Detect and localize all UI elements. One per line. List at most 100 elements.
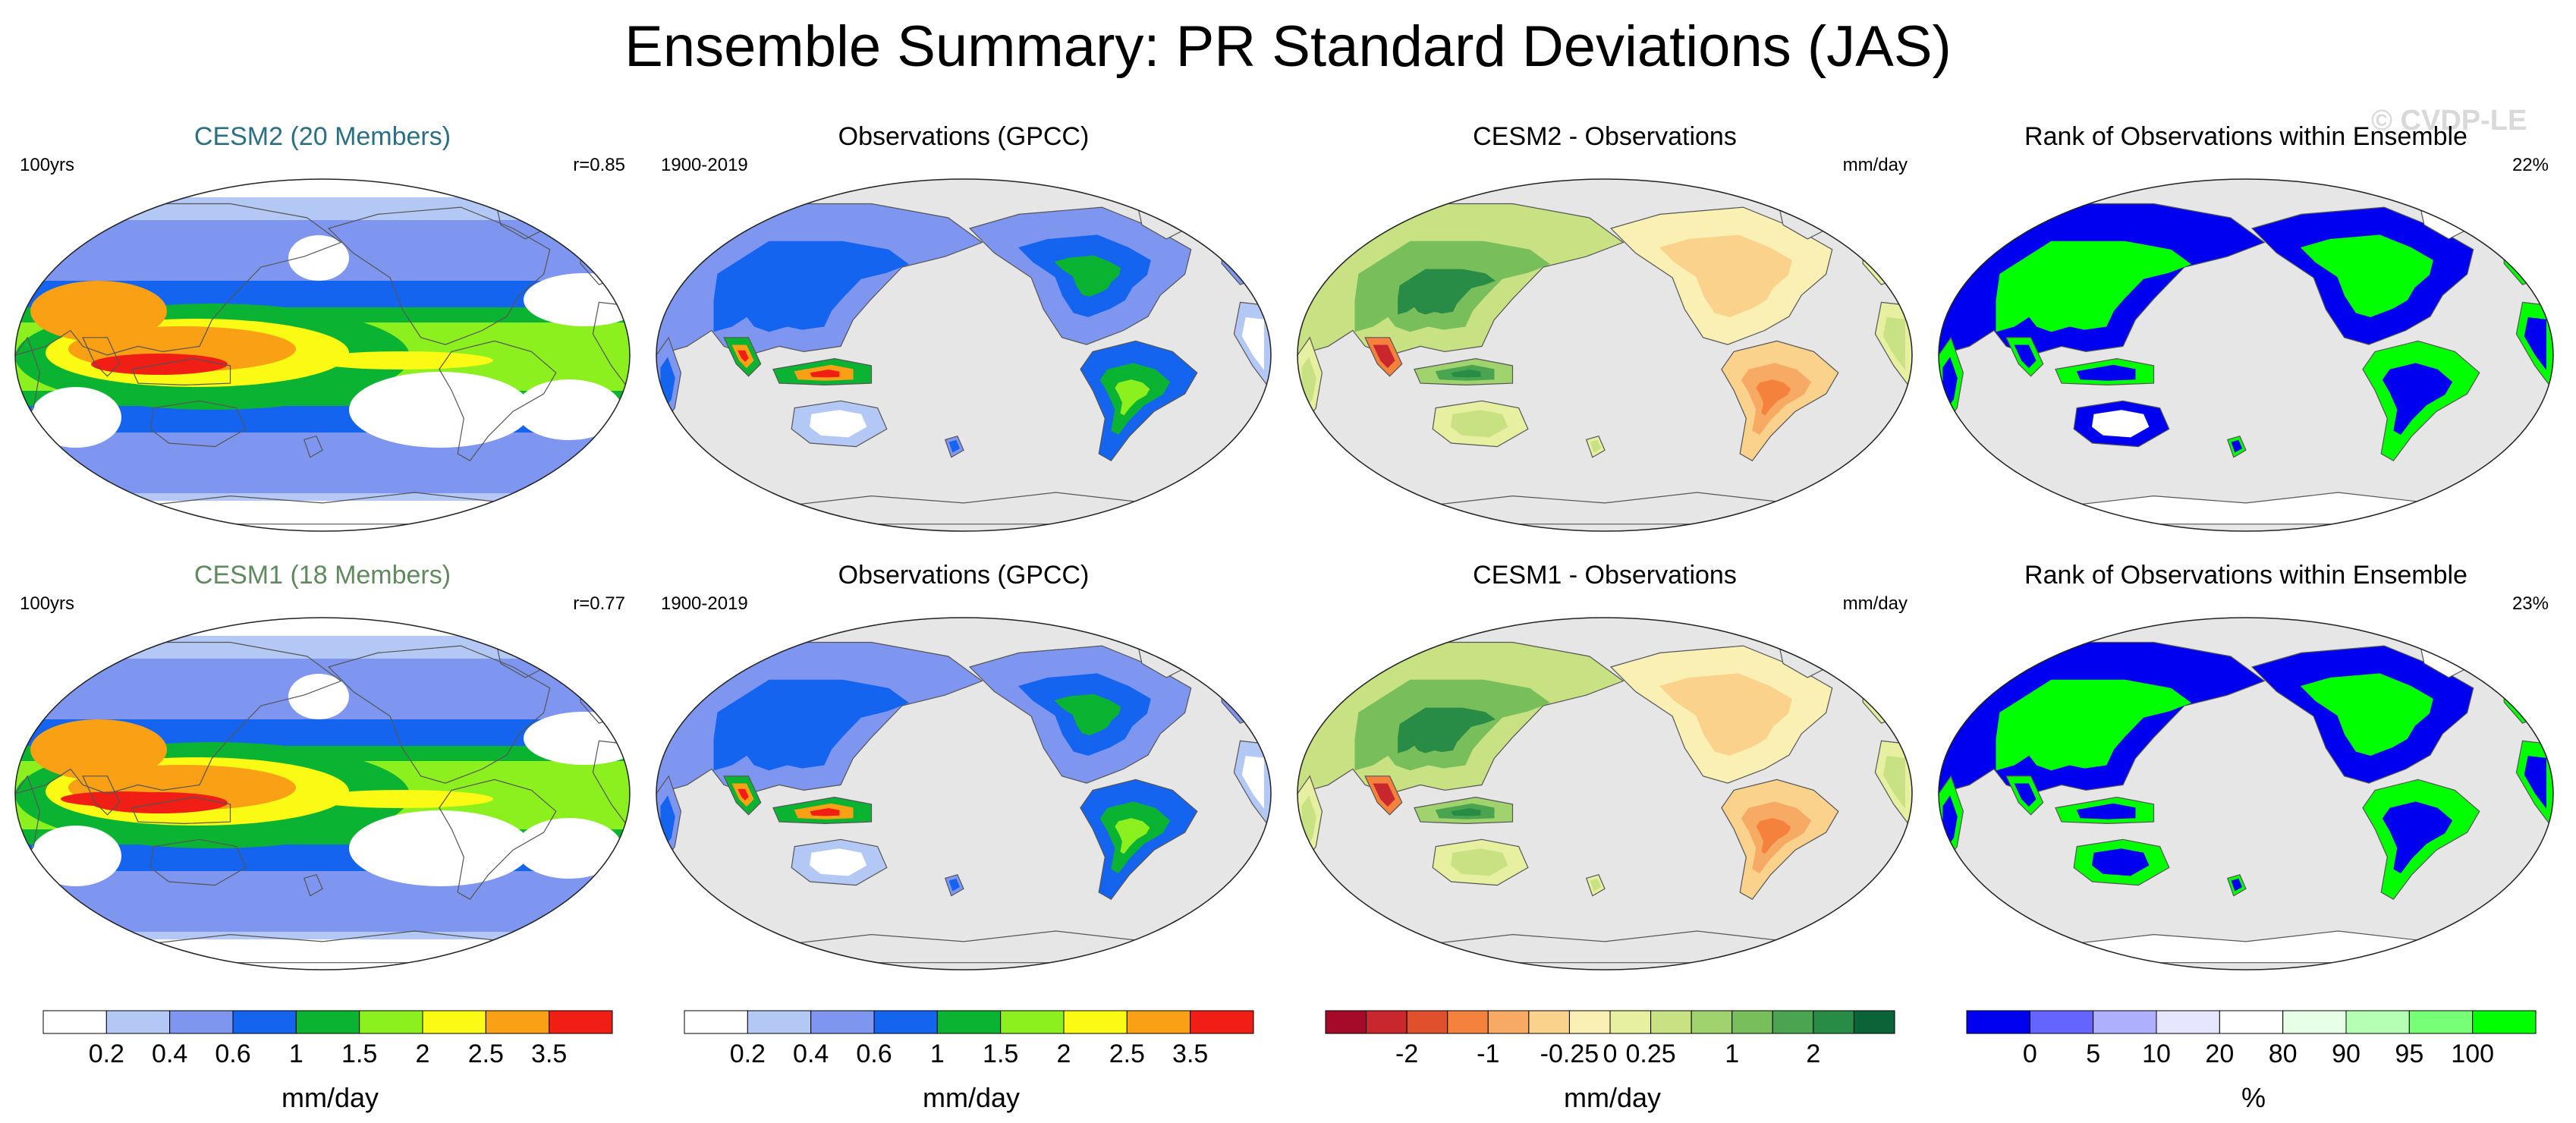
panel-subtitle-right: r=0.77 bbox=[573, 593, 625, 614]
colorbar-swatch bbox=[2219, 1010, 2284, 1034]
land-europe-inner bbox=[2513, 673, 2543, 712]
colorbar-swatch bbox=[2472, 1010, 2537, 1034]
colorbar-swatch bbox=[1000, 1010, 1065, 1034]
land-india-core bbox=[738, 350, 749, 362]
colorbar-swatch bbox=[1487, 1010, 1530, 1034]
land-europe-inner bbox=[1231, 234, 1261, 273]
land-asia-core bbox=[1398, 707, 1496, 753]
panel-subtitle-left: 100yrs bbox=[20, 155, 75, 175]
figure-title: Ensemble Summary: PR Standard Deviations… bbox=[624, 14, 1952, 79]
colorbar-tick-label: 90 bbox=[2332, 1040, 2361, 1068]
panel-title: CESM1 - Observations bbox=[1473, 561, 1737, 590]
colorbar-swatch bbox=[1853, 1010, 1895, 1034]
land-india-inner bbox=[2014, 783, 2037, 807]
dry-region bbox=[349, 372, 531, 448]
land-maritime-core bbox=[1451, 808, 1481, 816]
dry-region bbox=[516, 818, 622, 879]
panel-subtitle-right: 22% bbox=[2512, 155, 2549, 175]
globe-border bbox=[656, 178, 1272, 532]
dry-region bbox=[30, 826, 121, 886]
globe-border bbox=[1297, 178, 1913, 532]
land-india-inner bbox=[1373, 783, 1395, 807]
globe-border bbox=[14, 617, 631, 970]
colorbar-tick-label: 3.5 bbox=[1172, 1040, 1208, 1068]
coastline-namerica bbox=[327, 645, 551, 784]
precip-region bbox=[30, 281, 167, 341]
coastline-asia bbox=[15, 641, 342, 794]
colorbar-tick-label: 0.6 bbox=[215, 1040, 250, 1068]
land-afr2-inner bbox=[2524, 317, 2546, 370]
watermark: © CVDP-LE bbox=[2371, 105, 2527, 137]
colorbar-tick-label: 0.4 bbox=[152, 1040, 187, 1068]
globe-map bbox=[1297, 617, 1913, 970]
coastline-antarctica bbox=[137, 492, 508, 525]
colorbar-tick-label: 0 bbox=[1603, 1040, 1618, 1068]
colorbar-tick-label: 80 bbox=[2269, 1040, 2298, 1068]
land-australia-inner bbox=[2092, 848, 2150, 876]
panel-title: Observations (GPCC) bbox=[838, 122, 1090, 151]
land-maritime-core bbox=[810, 370, 840, 378]
panel-title: Rank of Observations within Ensemble bbox=[2024, 122, 2467, 151]
stddev-colorbar-1: 0.2 0.4 0.6 1 1.5 2 2.5 3.5 bbox=[42, 1010, 613, 1068]
colorbar-swatch bbox=[1325, 1010, 1367, 1034]
colorbar-unit: mm/day bbox=[281, 1082, 379, 1113]
land-namerica-inner bbox=[2300, 234, 2433, 317]
colorbar-swatch bbox=[2029, 1010, 2094, 1034]
dry-region bbox=[15, 179, 630, 197]
colorbar-tick-label: 0.2 bbox=[89, 1040, 124, 1068]
map-field bbox=[1939, 179, 2553, 531]
colorbar-tick-label: 1 bbox=[289, 1040, 304, 1068]
panel-subtitle-left: 100yrs bbox=[20, 593, 75, 614]
colorbar-tick-label: 100 bbox=[2451, 1040, 2494, 1068]
colorbar-swatch bbox=[747, 1010, 812, 1034]
colorbar-swatch bbox=[1366, 1010, 1408, 1034]
globe-border bbox=[1297, 617, 1913, 970]
panel-subtitle-right: r=0.85 bbox=[573, 155, 625, 175]
colorbar-tick-label: 5 bbox=[2086, 1040, 2100, 1068]
colorbar-swatch bbox=[422, 1010, 486, 1034]
land-antarctica bbox=[778, 930, 1149, 964]
colorbar: 0.2 0.4 0.6 1 1.5 2 2.5 3.5 mm/day bbox=[42, 1009, 618, 1123]
coastline-samerica bbox=[439, 340, 557, 461]
land-samerica-inner bbox=[2382, 363, 2453, 435]
colorbar-swatch bbox=[2282, 1010, 2347, 1034]
colorbar-swatch bbox=[1609, 1010, 1652, 1034]
map-panel: CESM1 (18 Members) 100yrs r=0.77 bbox=[8, 560, 637, 1000]
colorbar-swatch bbox=[936, 1010, 1002, 1034]
land-asia-inner bbox=[713, 241, 910, 332]
panel-subtitle-right: mm/day bbox=[1842, 593, 1908, 614]
map-field bbox=[1297, 618, 1912, 970]
panel-title: CESM2 (20 Members) bbox=[193, 122, 451, 151]
panel-title: Observations (GPCC) bbox=[838, 561, 1090, 590]
coastline-asia bbox=[15, 203, 342, 356]
land-antarctica bbox=[2061, 492, 2431, 525]
land-maritime-inner bbox=[2076, 803, 2136, 819]
coastline-australia bbox=[149, 400, 247, 448]
coastline-maritime bbox=[131, 796, 231, 825]
colorbar-tick-label: 10 bbox=[2142, 1040, 2171, 1068]
globe-border bbox=[656, 617, 1272, 970]
colorbar-tick-label: 0 bbox=[2023, 1040, 2037, 1068]
dry-region bbox=[516, 379, 622, 440]
globe-map bbox=[1938, 617, 2554, 970]
map-panel: Rank of Observations within Ensemble 23% bbox=[1931, 560, 2561, 1000]
colorbar-swatch bbox=[1650, 1010, 1692, 1034]
colorbar-swatch bbox=[1447, 1010, 1489, 1034]
colorbar-swatch bbox=[1528, 1010, 1570, 1034]
colorbar-swatch bbox=[42, 1010, 107, 1034]
rank-colorbar: 0 5 10 20 80 90 95 100 bbox=[1966, 1010, 2537, 1068]
colorbar-swatch bbox=[169, 1010, 234, 1034]
panel-subtitle-right: mm/day bbox=[1842, 155, 1908, 175]
colorbar-tick-label: -0.25 bbox=[1540, 1040, 1599, 1068]
map-field bbox=[15, 618, 630, 970]
colorbar-tick-label: 2 bbox=[1057, 1040, 1071, 1068]
land-nz-inner bbox=[948, 878, 961, 892]
precip-region bbox=[61, 791, 182, 807]
land-namerica-core bbox=[1054, 255, 1121, 297]
land-europe-inner bbox=[1872, 234, 1902, 273]
land-europe-inner bbox=[1872, 673, 1902, 712]
globe-border bbox=[14, 178, 631, 532]
map-field bbox=[656, 618, 1271, 970]
precip-region bbox=[311, 351, 493, 370]
map-panel: CESM1 - Observations mm/day bbox=[1290, 560, 1920, 1000]
